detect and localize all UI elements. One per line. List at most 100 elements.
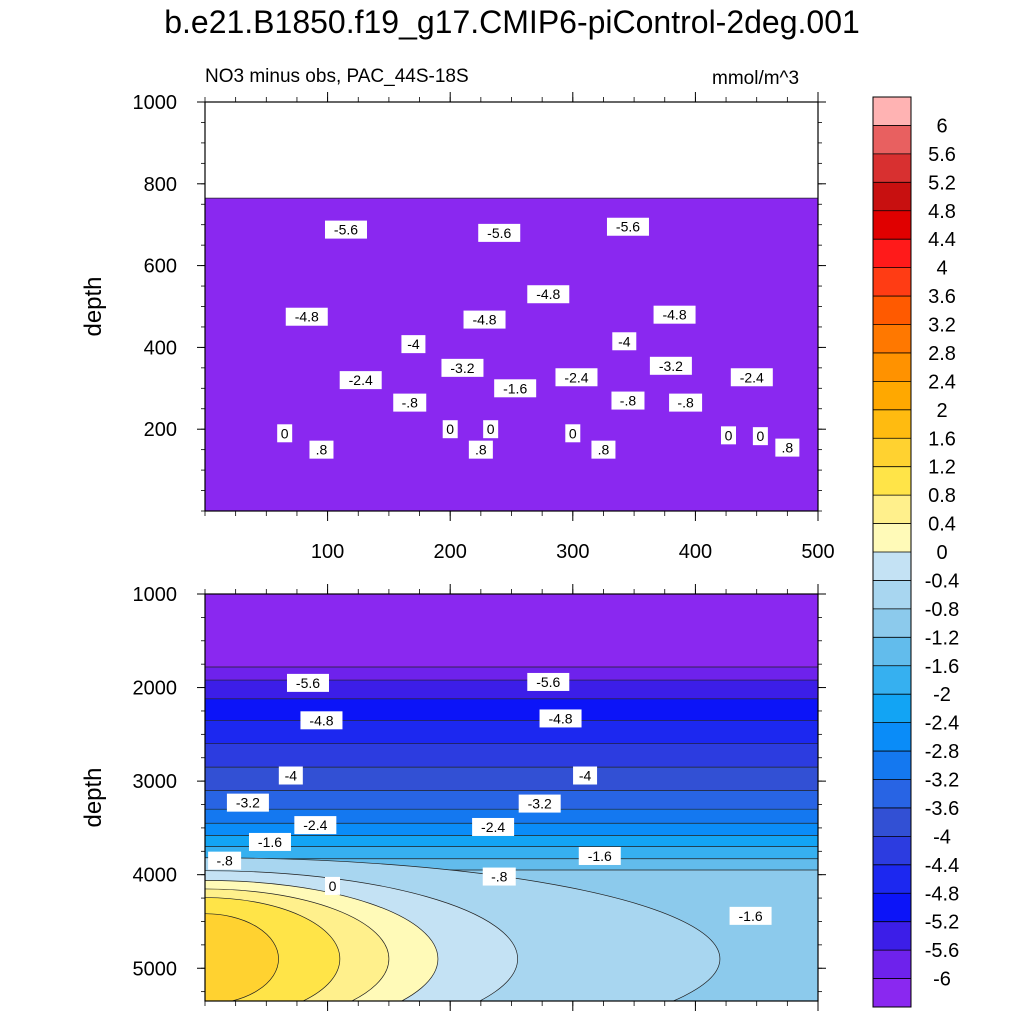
contour-label-bg (401, 335, 426, 354)
contour-label-bg (478, 223, 521, 242)
y-tick-label: 2000 (133, 678, 178, 700)
contour-label-bg (591, 440, 616, 459)
colorbar-swatch (873, 807, 911, 837)
contour-label-bg (286, 673, 329, 692)
colorbar-swatch (873, 864, 911, 894)
contour-label: 0 (325, 876, 341, 895)
contour-band (205, 835, 818, 848)
contour-lobe (205, 913, 279, 1001)
contour-label-text: -4 (579, 768, 592, 784)
x-tick-label: 100 (311, 541, 344, 563)
contour-label: 0 (565, 424, 581, 443)
contour-label: -3.2 (649, 356, 692, 375)
contour-label-bg (518, 794, 561, 813)
contour-label-text: -4.8 (548, 710, 572, 726)
contour-band (205, 594, 818, 668)
colorbar-swatch (873, 694, 911, 724)
contour-label: -3.2 (518, 794, 561, 813)
contour-label: -4.8 (527, 285, 570, 304)
contour-label: .8 (468, 440, 493, 459)
contour-label-text: -4 (285, 768, 298, 784)
contour-label: -3.2 (441, 358, 484, 377)
colorbar-swatch (873, 523, 911, 553)
chart-title: b.e21.B1850.f19_g17.CMIP6-piControl-2deg… (164, 4, 860, 40)
contour-label-text: 0 (487, 421, 495, 437)
contour-label: -1.6 (578, 846, 621, 865)
colorbar-label: 5.6 (928, 144, 956, 166)
x-tick-label: 400 (679, 541, 712, 563)
contour-label-bg (300, 711, 343, 730)
contour-label-text: -4.8 (309, 712, 333, 728)
contour-band (205, 198, 818, 511)
contour-label-text: -4 (618, 333, 631, 349)
colorbar-swatch (873, 381, 911, 411)
contour-label-text: -4.8 (536, 286, 560, 302)
contour-label-bg (441, 358, 484, 377)
contour-label-bg (339, 371, 382, 390)
contour-label-bg (539, 709, 582, 728)
contour-label-text: -2.4 (349, 372, 373, 388)
contour-label: 0 (277, 424, 293, 443)
contour-label-text: 0 (569, 425, 577, 441)
y-axis-label: depth (80, 767, 107, 827)
y-axis-label: depth (80, 276, 107, 336)
contour-label-bg (278, 766, 303, 785)
colorbar-label: 1.6 (928, 428, 956, 450)
contour-label: -5.6 (606, 217, 649, 236)
contour-label-bg (653, 305, 696, 324)
contour-label-text: -3.2 (450, 360, 474, 376)
contour-label: -4.8 (539, 709, 582, 728)
contour-label-bg (309, 440, 334, 459)
contour-label: .8 (309, 440, 334, 459)
colorbar-label: -1.2 (925, 627, 959, 649)
contour-band (205, 680, 818, 700)
chart-subtitle: NO3 minus obs, PAC_44S-18S (205, 66, 469, 87)
contour-label-text: -4 (407, 336, 420, 352)
contour-label: -4.8 (653, 305, 696, 324)
colorbar-label: 2 (936, 400, 947, 422)
contour-label-bg (527, 672, 570, 691)
colorbar-label: 0.8 (928, 485, 956, 507)
x-tick-label: 300 (556, 541, 589, 563)
contour-label-bg (494, 379, 537, 398)
contour-label-text: -2.4 (740, 369, 764, 385)
colorbar-swatch (873, 125, 911, 155)
contour-band (205, 743, 818, 768)
contour-label-text: .8 (782, 440, 794, 456)
colorbar-label: -2.4 (925, 713, 959, 735)
colorbar-label: -2.8 (925, 741, 959, 763)
contour-label-text: -4.8 (662, 307, 686, 323)
colorbar-swatch (873, 921, 911, 951)
contour-label-text: 0 (725, 427, 733, 443)
contour-label: .8 (591, 440, 616, 459)
contour-label: 0 (721, 426, 737, 445)
y-tick-label: 1000 (133, 584, 178, 606)
contour-band (205, 720, 818, 745)
colorbar-frame (872, 96, 912, 1008)
contour-label-bg (578, 846, 621, 865)
colorbar: 6 5.6 5.2 4.8 4.4 4 3.6 3.2 2.8 2.4 2 1.6 1.2 0.8 0.4 0… (872, 96, 959, 1008)
contour-label-bg (324, 220, 367, 239)
contour-label-bg (565, 424, 581, 443)
colorbar-swatch (873, 438, 911, 468)
colorbar-swatch (873, 779, 911, 809)
contour-label: 0 (752, 427, 768, 446)
contour-label-bg (606, 217, 649, 236)
contour-label-bg (248, 832, 291, 851)
contour-label-text: -.8 (402, 395, 419, 411)
colorbar-label: 6 (936, 115, 947, 137)
contour-panel-top: 200 400 600 800 1000 100 200 300 400 500 depth .8 .8… (80, 92, 835, 563)
colorbar-label: 1.2 (928, 457, 956, 479)
contour-label: -.8 (482, 867, 516, 886)
colorbar-swatch (873, 637, 911, 667)
colorbar-label: -6 (933, 969, 951, 991)
contour-label-bg (285, 307, 328, 326)
contour-panel-bottom: 1000 2000 3000 4000 5000 depth -5.6 -5.6 -4.8 -4.… (80, 584, 826, 1011)
contour-label-text: -5.6 (536, 674, 560, 690)
colorbar-label: -0.4 (925, 570, 959, 592)
colorbar-swatch (873, 495, 911, 525)
y-tick-label: 5000 (133, 958, 178, 980)
contour-label: -4 (401, 335, 426, 354)
colorbar-label: 0 (936, 542, 947, 564)
